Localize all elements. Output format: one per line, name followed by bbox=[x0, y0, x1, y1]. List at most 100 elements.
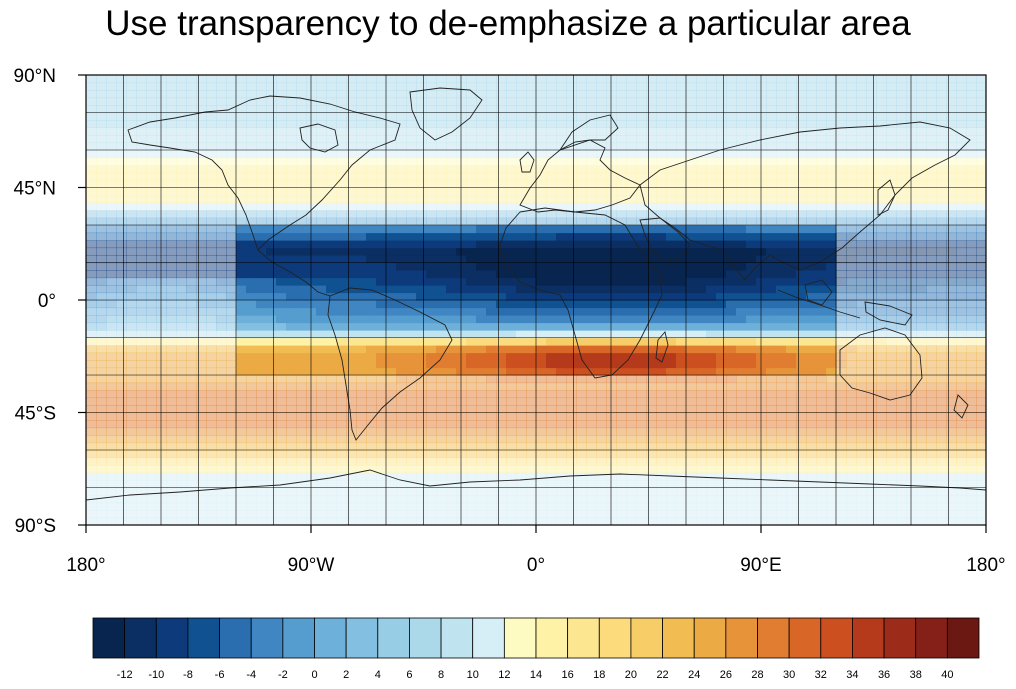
field-cell bbox=[816, 405, 827, 414]
field-cell bbox=[826, 397, 837, 406]
field-cell bbox=[866, 277, 877, 286]
field-cell bbox=[956, 510, 967, 519]
field-cell bbox=[586, 270, 597, 279]
field-cell bbox=[636, 135, 647, 144]
field-cell bbox=[196, 262, 207, 271]
field-cell bbox=[516, 405, 527, 414]
field-cell bbox=[336, 510, 347, 519]
field-cell bbox=[486, 495, 497, 504]
field-cell bbox=[86, 292, 97, 301]
field-cell bbox=[536, 487, 547, 496]
field-cell bbox=[246, 120, 257, 129]
field-cell bbox=[126, 322, 137, 331]
field-cell bbox=[216, 412, 227, 421]
field-cell bbox=[976, 202, 986, 211]
field-cell bbox=[236, 352, 247, 361]
field-cell bbox=[536, 270, 547, 279]
field-cell bbox=[106, 510, 117, 519]
field-cell bbox=[146, 375, 157, 384]
field-cell bbox=[956, 112, 967, 121]
field-cell bbox=[356, 457, 367, 466]
field-cell bbox=[176, 435, 187, 444]
field-cell bbox=[166, 142, 177, 151]
field-cell bbox=[276, 165, 287, 174]
field-cell bbox=[826, 247, 837, 256]
field-cell bbox=[586, 517, 597, 525]
field-cell bbox=[936, 435, 947, 444]
field-cell bbox=[296, 375, 307, 384]
field-cell bbox=[146, 112, 157, 121]
field-cell bbox=[866, 217, 877, 226]
field-cell bbox=[746, 232, 757, 241]
field-cell bbox=[376, 270, 387, 279]
field-cell bbox=[276, 210, 287, 219]
field-cell bbox=[706, 480, 717, 489]
field-cell bbox=[596, 292, 607, 301]
field-cell bbox=[956, 345, 967, 354]
field-cell bbox=[176, 240, 187, 249]
field-cell bbox=[566, 150, 577, 159]
field-cell bbox=[426, 285, 437, 294]
field-cell bbox=[536, 480, 547, 489]
field-cell bbox=[206, 277, 217, 286]
field-cell bbox=[566, 112, 577, 121]
field-cell bbox=[346, 397, 357, 406]
field-cell bbox=[286, 300, 297, 309]
field-cell bbox=[786, 345, 797, 354]
field-cell bbox=[836, 495, 847, 504]
field-cell bbox=[146, 165, 157, 174]
field-cell bbox=[876, 225, 887, 234]
field-cell bbox=[976, 120, 986, 129]
field-cell bbox=[466, 307, 477, 316]
field-cell bbox=[596, 375, 607, 384]
field-cell bbox=[286, 360, 297, 369]
field-cell bbox=[716, 210, 727, 219]
field-cell bbox=[696, 412, 707, 421]
field-cell bbox=[626, 270, 637, 279]
field-cell bbox=[626, 502, 637, 511]
field-cell bbox=[136, 457, 147, 466]
field-cell bbox=[936, 390, 947, 399]
field-cell bbox=[916, 240, 927, 249]
field-cell bbox=[816, 150, 827, 159]
field-cell bbox=[946, 427, 957, 436]
field-cell bbox=[926, 157, 937, 166]
field-cell bbox=[766, 420, 777, 429]
field-cell bbox=[116, 277, 127, 286]
field-cell bbox=[86, 150, 97, 159]
field-cell bbox=[896, 135, 907, 144]
field-cell bbox=[966, 232, 977, 241]
field-cell bbox=[646, 195, 657, 204]
field-cell bbox=[776, 285, 787, 294]
field-cell bbox=[376, 180, 387, 189]
field-cell bbox=[526, 360, 537, 369]
field-cell bbox=[476, 345, 487, 354]
field-cell bbox=[346, 315, 357, 324]
field-cell bbox=[836, 255, 847, 264]
field-cell bbox=[966, 337, 977, 346]
field-cell bbox=[636, 120, 647, 129]
field-cell bbox=[776, 360, 787, 369]
field-cell bbox=[706, 195, 717, 204]
field-cell bbox=[736, 127, 747, 136]
field-cell bbox=[856, 367, 867, 376]
field-cell bbox=[956, 330, 967, 339]
field-cell bbox=[506, 510, 517, 519]
field-cell bbox=[336, 120, 347, 129]
field-cell bbox=[806, 255, 817, 264]
field-cell bbox=[506, 202, 517, 211]
field-cell bbox=[876, 457, 887, 466]
field-cell bbox=[826, 315, 837, 324]
field-cell bbox=[516, 382, 527, 391]
field-cell bbox=[616, 232, 627, 241]
field-cell bbox=[276, 502, 287, 511]
field-cell bbox=[286, 375, 297, 384]
field-cell bbox=[396, 127, 407, 136]
field-cell bbox=[366, 427, 377, 436]
field-cell bbox=[356, 472, 367, 481]
field-cell bbox=[146, 127, 157, 136]
field-cell bbox=[926, 195, 937, 204]
field-cell bbox=[586, 187, 597, 196]
field-cell bbox=[966, 180, 977, 189]
field-cell bbox=[126, 112, 137, 121]
